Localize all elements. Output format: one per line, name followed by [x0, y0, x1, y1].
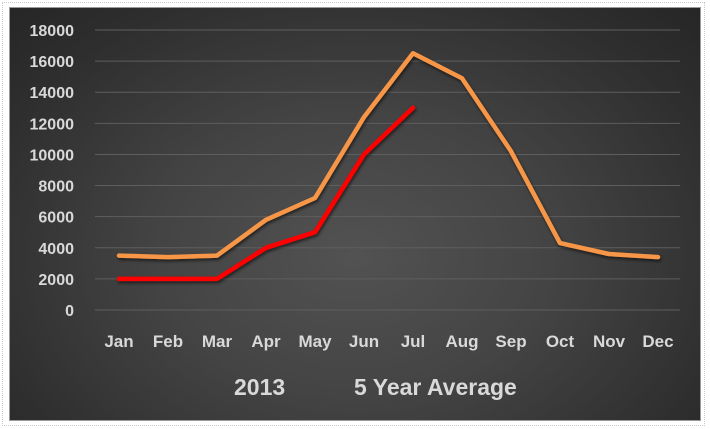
- y-tick-label: 0: [65, 303, 74, 320]
- x-axis-ticks: Jan Feb Mar Apr May Jun Jul Aug Sep Oct Nov Dec: [104, 332, 673, 351]
- y-tick-label: 16000: [30, 54, 75, 71]
- x-tick-label: Mar: [202, 332, 233, 351]
- y-axis-ticks: 0 2000 4000 6000 8000 10000 12000 14000 16000 180…: [30, 23, 75, 320]
- x-tick-label: Dec: [642, 332, 673, 351]
- x-tick-label: Feb: [153, 332, 183, 351]
- y-tick-label: 14000: [30, 85, 75, 102]
- chart-frame: [2, 2, 705, 426]
- y-tick-label: 4000: [38, 241, 74, 258]
- series-line: [116, 51, 661, 260]
- chart-area: [9, 7, 701, 421]
- x-tick-label: Jun: [349, 332, 379, 351]
- y-tick-label: 10000: [30, 147, 75, 164]
- legend-label-2013: 2013: [234, 374, 285, 400]
- y-tick-label: 2000: [38, 272, 74, 289]
- x-tick-label: Jul: [401, 332, 426, 351]
- x-tick-label: Sep: [495, 332, 526, 351]
- x-tick-label: Nov: [593, 332, 626, 351]
- series-lines: [116, 51, 661, 282]
- y-tick-label: 18000: [30, 23, 75, 40]
- series-line: [116, 105, 416, 282]
- x-tick-label: Oct: [546, 332, 575, 351]
- gridlines: [95, 29, 680, 311]
- x-tick-label: Apr: [251, 332, 281, 351]
- y-tick-label: 12000: [30, 116, 75, 133]
- x-tick-label: Aug: [445, 332, 478, 351]
- y-tick-label: 6000: [38, 210, 74, 227]
- x-tick-label: May: [298, 332, 332, 351]
- y-tick-label: 8000: [38, 179, 74, 196]
- legend: 2013 5 Year Average: [193, 374, 517, 400]
- x-tick-label: Jan: [104, 332, 133, 351]
- legend-label-5yr-avg: 5 Year Average: [354, 374, 517, 400]
